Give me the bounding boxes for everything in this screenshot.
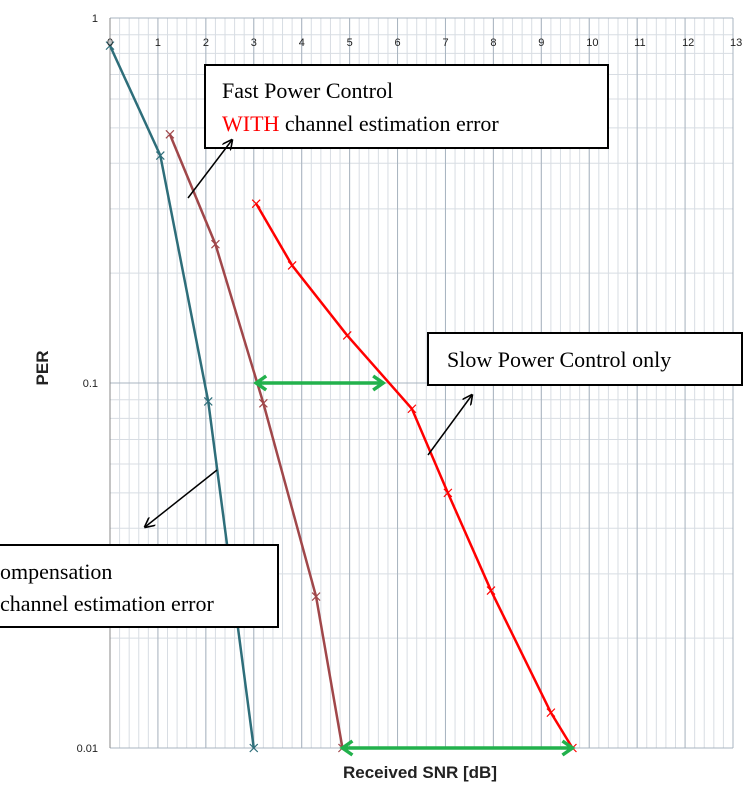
annotation-box bbox=[427, 332, 743, 386]
annotation-box bbox=[204, 64, 609, 149]
x-tick-label: 0 bbox=[107, 37, 113, 49]
x-tick-label: 10 bbox=[586, 37, 598, 49]
point-marker bbox=[407, 404, 417, 414]
point-marker bbox=[342, 331, 352, 340]
point-marker bbox=[546, 708, 556, 718]
y-axis-label: PER bbox=[33, 351, 52, 386]
marks bbox=[105, 41, 577, 757]
point-marker bbox=[203, 397, 213, 406]
span-arrow bbox=[339, 739, 576, 757]
y-tick-label: 0.01 bbox=[77, 743, 98, 755]
pointer-arrow bbox=[145, 469, 218, 527]
point-marker bbox=[486, 586, 496, 595]
annotation-text: Slow Power Control only bbox=[447, 347, 671, 372]
point-marker bbox=[249, 743, 259, 753]
annotation-text: channel estimation error bbox=[0, 591, 214, 616]
x-tick-label: 8 bbox=[490, 37, 496, 49]
x-tick-label: 6 bbox=[395, 37, 401, 49]
pointer-arrow bbox=[187, 140, 232, 199]
y-tick-label: 0.1 bbox=[83, 378, 98, 390]
annotation-text: Fast Power Control bbox=[222, 78, 393, 103]
x-tick-label: 1 bbox=[155, 37, 161, 49]
point-marker bbox=[311, 592, 321, 601]
annotation-box bbox=[0, 544, 279, 628]
span-arrow bbox=[253, 374, 387, 392]
point-marker bbox=[258, 398, 268, 408]
x-tick-label: 4 bbox=[299, 37, 305, 49]
x-tick-label: 12 bbox=[682, 37, 694, 49]
annotation-text: WITH channel estimation error bbox=[222, 111, 499, 136]
point-marker bbox=[165, 129, 175, 139]
point-marker bbox=[155, 151, 165, 160]
y-tick-label: 1 bbox=[92, 13, 98, 25]
point-marker bbox=[251, 199, 261, 209]
x-tick-label: 3 bbox=[251, 37, 257, 49]
x-tick-label: 9 bbox=[538, 37, 544, 49]
x-axis-label: Received SNR [dB] bbox=[343, 763, 497, 782]
x-tick-label: 13 bbox=[730, 37, 742, 49]
x-tick-label: 5 bbox=[347, 37, 353, 49]
point-marker bbox=[287, 260, 297, 270]
annotation-text: ompensation bbox=[0, 559, 112, 584]
series-line bbox=[108, 45, 256, 749]
point-marker bbox=[105, 41, 115, 51]
series-line bbox=[255, 203, 574, 749]
point-marker bbox=[211, 239, 220, 249]
x-tick-label: 7 bbox=[442, 37, 448, 49]
annotation-highlight: WITH bbox=[222, 111, 280, 136]
annotation-text: channel estimation error bbox=[285, 111, 499, 136]
x-tick-label: 11 bbox=[634, 37, 645, 49]
point-marker bbox=[443, 488, 453, 498]
pointer-arrow bbox=[427, 395, 472, 456]
x-tick-label: 2 bbox=[203, 37, 209, 49]
